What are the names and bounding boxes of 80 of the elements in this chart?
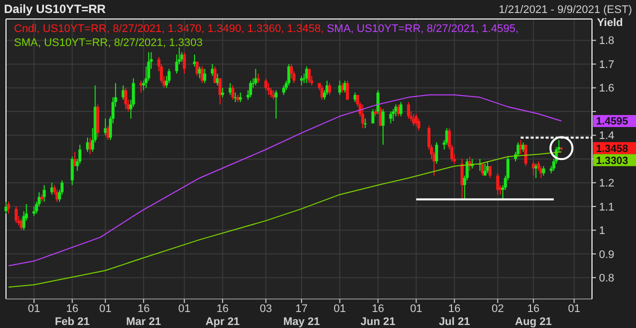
candlestick xyxy=(414,113,418,126)
candlestick xyxy=(196,61,199,76)
y-tick-label: 1.2 xyxy=(599,178,614,190)
candlestick xyxy=(376,90,380,114)
x-tick-label: 02 xyxy=(492,303,504,315)
x-tick-label: 17 May 21 xyxy=(283,303,320,328)
x-tick-label: 16 Apr 21 xyxy=(205,303,240,328)
y-tick-label: 1.6 xyxy=(599,82,614,95)
y-tick-label: 1 xyxy=(599,225,606,238)
candlestick xyxy=(274,90,278,120)
y-tick-label: 0.8 xyxy=(599,272,614,284)
candlestick xyxy=(516,142,520,158)
candlestick xyxy=(308,68,311,84)
candlestick xyxy=(488,166,492,178)
x-tick-label: 16 Aug 21 xyxy=(515,303,552,328)
x-tick-label: 01 xyxy=(178,303,190,315)
candlestick xyxy=(417,118,420,132)
y-tick-label: 0.9 xyxy=(599,248,614,261)
x-tick-label: 01 xyxy=(410,303,422,315)
candlestick xyxy=(282,84,286,96)
candlestick xyxy=(346,80,349,100)
x-tick-label: 16 Feb 21 xyxy=(54,303,90,328)
y-tick-label: 1.8 xyxy=(599,35,614,48)
y-axis-title: Yield xyxy=(597,17,623,29)
candlestick xyxy=(14,206,18,224)
x-tick-label: 16 Jun 21 xyxy=(360,303,396,328)
x-tick-label: 01 xyxy=(28,303,40,315)
candlestick xyxy=(218,78,222,105)
candlestick xyxy=(168,68,171,84)
candlestick xyxy=(231,84,234,100)
candlestick xyxy=(460,158,464,200)
candlestick xyxy=(328,82,332,96)
candlestick xyxy=(392,108,395,122)
candlestick xyxy=(371,108,374,124)
candlestick xyxy=(407,102,410,120)
chart-title: Daily US10YT=RR xyxy=(4,2,106,16)
x-tick-label: 01 xyxy=(334,303,346,315)
candlestick xyxy=(399,102,402,117)
candlestick xyxy=(382,108,385,146)
candlestick xyxy=(124,87,128,110)
candlestick xyxy=(496,172,500,196)
text: Cndl, US10YT=RR, 8/27/2021, 1.3470, 1.3490, 1.3360, 1.3458, xyxy=(14,23,327,35)
candlestick xyxy=(287,64,290,86)
candlestick xyxy=(480,163,484,176)
y-tick-label: 1.4 xyxy=(599,130,614,142)
candlestick xyxy=(32,206,36,216)
candlestick xyxy=(532,160,535,176)
candlestick xyxy=(364,118,367,129)
y-tick-label: 1.7 xyxy=(599,58,614,71)
x-tick-label: 01 xyxy=(568,303,580,315)
text: SMA, US10YT=RR, 8/27/2021, 1.3303 xyxy=(14,37,203,49)
text: 1.4595 xyxy=(596,116,628,128)
x-tick-label: 03 xyxy=(260,303,272,315)
candlestick xyxy=(542,166,546,176)
candlestick xyxy=(389,111,392,124)
candlestick xyxy=(221,87,224,98)
candlestick xyxy=(228,82,232,96)
candlestick xyxy=(70,156,74,186)
candlestick xyxy=(522,142,525,152)
candlestick xyxy=(264,78,268,91)
candlestick xyxy=(249,80,252,98)
x-tick-label: 16 Mar 21 xyxy=(126,303,162,328)
chart-subtitle: 1/21/2021 - 9/9/2021 (EST) xyxy=(498,4,632,16)
line-series xyxy=(8,94,562,266)
candlestick xyxy=(42,184,46,202)
candlestick xyxy=(361,104,364,129)
candlestick xyxy=(435,142,438,164)
candlestick xyxy=(290,64,293,79)
candlestick xyxy=(7,201,10,214)
text: 1.3303 xyxy=(596,154,628,167)
text: SMA, US10YT=RR, 8/27/2021, 1.4595, xyxy=(326,23,519,35)
candlestick xyxy=(269,87,272,98)
x-tick-label: 16 Jul 21 xyxy=(438,303,470,328)
candlestick xyxy=(203,68,206,84)
text: 1.3458 xyxy=(596,142,628,155)
x-tick-label: 01 xyxy=(99,303,112,315)
y-tick-label: 1.1 xyxy=(599,201,614,214)
candlestick xyxy=(182,52,186,74)
candlestick xyxy=(213,66,216,84)
candlestick xyxy=(320,84,324,100)
